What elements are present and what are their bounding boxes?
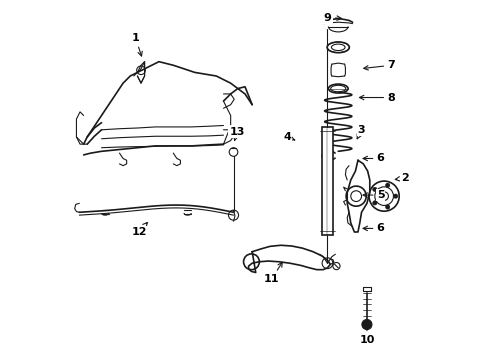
Text: 6: 6	[363, 153, 385, 163]
Text: 9: 9	[323, 13, 342, 23]
Text: 12: 12	[131, 222, 147, 237]
Circle shape	[393, 194, 398, 198]
Text: 2: 2	[395, 173, 409, 183]
Text: 7: 7	[364, 60, 395, 70]
Text: 1: 1	[132, 33, 142, 56]
Text: 4: 4	[283, 132, 295, 142]
Text: 8: 8	[360, 93, 395, 103]
Text: 5: 5	[363, 190, 384, 200]
Text: 3: 3	[357, 125, 366, 139]
Text: 13: 13	[229, 127, 245, 141]
Circle shape	[373, 201, 377, 205]
Text: 6: 6	[363, 224, 385, 233]
Text: 10: 10	[359, 322, 375, 345]
Circle shape	[362, 319, 372, 329]
Circle shape	[386, 183, 390, 187]
Circle shape	[386, 205, 390, 209]
Bar	[322, 127, 333, 234]
Circle shape	[373, 187, 377, 192]
Text: 11: 11	[264, 262, 282, 284]
